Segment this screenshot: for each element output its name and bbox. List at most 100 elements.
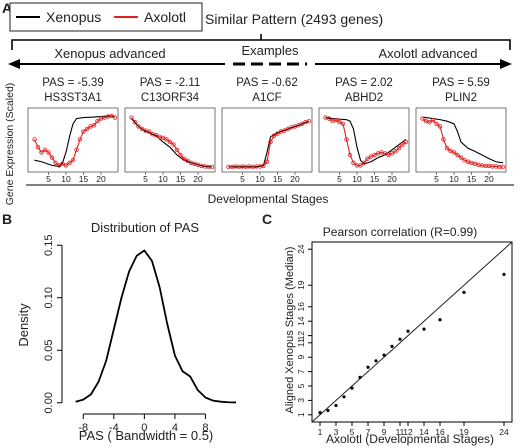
axolotl-point — [63, 163, 69, 168]
scatter-point — [334, 403, 338, 408]
gene-name-label: A1CF — [252, 92, 281, 104]
scatter-ytick-label: 24 — [296, 244, 306, 254]
axolotl-line — [33, 115, 116, 167]
gene-panel: PAS = -5.39 HS3ST3A1 5 10 15 20 — [27, 77, 119, 184]
axolotl-point — [393, 149, 398, 154]
axolotl-point — [372, 152, 377, 158]
axolotl-point — [365, 156, 370, 161]
density-ytick-label: 0.00 — [43, 392, 55, 413]
scatter-point — [382, 353, 386, 357]
axolotl-point — [84, 126, 90, 132]
axolotl-point — [136, 124, 141, 129]
scatter-ytick-label: 3 — [296, 398, 306, 403]
axolotl-point — [77, 137, 83, 142]
scatter-point — [390, 344, 394, 348]
gene-xtick-label: 20 — [193, 174, 203, 184]
gene-panel: PAS = 2.02 ABHD2 5 10 15 20 — [318, 77, 410, 184]
axolotl-point — [326, 116, 332, 121]
gene-xtick-label: 10 — [158, 174, 168, 184]
panel-a-label: A — [2, 0, 12, 16]
axolotl-point — [444, 146, 450, 151]
correlation-title: Pearson correlation (R=0.99) — [323, 225, 477, 239]
gene-xtick-label: 5 — [337, 174, 342, 184]
axolotl-point — [340, 121, 346, 126]
panel-b-label: B — [2, 211, 12, 227]
gene-xtick-label: 15 — [370, 174, 380, 184]
gene-xtick-label: 15 — [467, 174, 477, 184]
density-xtick-label: 0 — [141, 422, 147, 434]
gene-xtick-label: 10 — [61, 174, 71, 184]
scatter-point — [358, 375, 362, 379]
axolotl-point — [451, 150, 457, 155]
scatter-ytick-label: 5 — [296, 383, 306, 388]
scatter-ytick-label: 7 — [296, 369, 306, 374]
axolotl-point — [389, 151, 395, 156]
axolotl-point — [500, 164, 506, 170]
examples-label: Examples — [241, 43, 299, 58]
gene-pas-label: PAS = -5.39 — [42, 77, 103, 89]
scatter-xtick-label: 24 — [499, 427, 509, 437]
axolotl-point — [306, 118, 312, 124]
axolotl-point — [268, 139, 273, 145]
correlation-xlabel: Axolotl (Developmental Stages) — [326, 432, 494, 446]
density-plot: 0.00 0.05 0.10 0.15 -8 -4 0 4 8 — [43, 235, 237, 434]
gene-xtick-label: 15 — [176, 174, 186, 184]
scatter-xtick-label: 16 — [435, 427, 445, 437]
gene-name-label: PLIN2 — [445, 92, 477, 104]
legend-box — [9, 2, 203, 32]
scatter-point — [318, 411, 322, 415]
axolotl-point — [264, 159, 270, 164]
axolotl-point — [185, 158, 190, 163]
panel-a-ylabel: Gene Expression (Scaled) — [4, 83, 16, 206]
scatter-point — [374, 359, 378, 363]
axolotl-point — [427, 120, 432, 125]
right-arrowhead — [500, 59, 512, 69]
axolotl-point — [42, 147, 48, 152]
xenopus-line — [325, 117, 407, 165]
xenopus-advanced-label: Xenopus advanced — [54, 46, 165, 61]
density-xlabel: PAS ( Bandwidth = 0.5) — [79, 428, 214, 443]
gene-name-label: C13ORF34 — [141, 92, 200, 104]
axolotl-point — [32, 137, 37, 142]
gene-pas-label: PAS = -2.11 — [140, 77, 201, 89]
gene-xtick-label: 5 — [434, 174, 439, 184]
axolotl-point — [67, 160, 72, 165]
scatter-point — [398, 337, 402, 341]
axolotl-point — [74, 147, 79, 152]
axolotl-point — [167, 139, 173, 145]
gene-xtick-label: 15 — [273, 174, 283, 184]
axolotl-point — [344, 137, 349, 142]
axolotl-point — [160, 135, 166, 141]
axolotl-point — [129, 115, 134, 120]
density-xtick-label: 8 — [202, 422, 208, 434]
axolotl-point — [333, 117, 339, 123]
axolotl-point — [56, 163, 62, 168]
axolotl-point — [299, 121, 305, 126]
axolotl-point — [35, 144, 41, 150]
axolotl-point — [164, 137, 169, 142]
axolotl-point — [361, 160, 367, 165]
scatter-xtick-label: 1 — [318, 427, 323, 437]
scatter-xtick-label: 7 — [366, 427, 371, 437]
axolotl-point — [368, 154, 374, 159]
scatter-ytick-label: 1 — [296, 412, 306, 417]
axolotl-point — [462, 157, 467, 163]
axolotl-point — [420, 116, 425, 121]
axolotl-point — [49, 155, 55, 160]
axolotl-point — [434, 121, 439, 126]
axolotl-line — [325, 117, 407, 166]
panel-a: A Xenopus Axolotl Similar Pattern (2493 … — [2, 0, 514, 206]
legend-label-axolotl: Axolotl — [144, 9, 186, 25]
density-xtick-label: 4 — [172, 422, 178, 434]
scatter-point — [462, 290, 466, 294]
axolotl-point — [396, 146, 402, 151]
density-curve — [75, 249, 237, 404]
scatter-ytick-label: 16 — [296, 302, 306, 312]
scatter-point — [406, 329, 410, 333]
gene-xtick-label: 15 — [79, 174, 89, 184]
axolotl-point — [153, 133, 159, 138]
axolotl-point — [382, 151, 388, 156]
axolotl-point — [351, 160, 356, 165]
